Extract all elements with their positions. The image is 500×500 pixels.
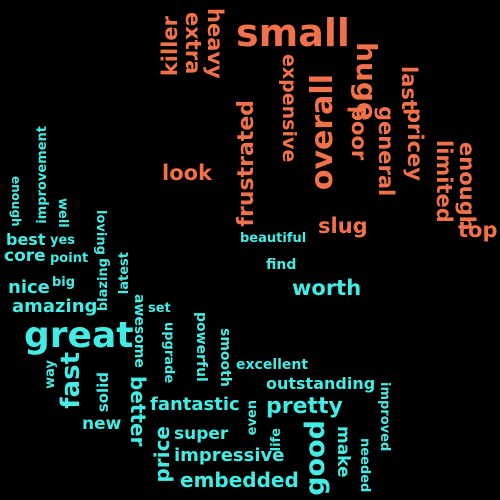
- word-improved: improved: [377, 382, 392, 452]
- word-poor: poor: [347, 106, 371, 161]
- word-extra: extra: [181, 12, 205, 75]
- word-last: last: [397, 66, 421, 110]
- word-blazing: blazing: [96, 258, 111, 312]
- word-even: even: [245, 400, 260, 436]
- word-awesome: awesome: [131, 294, 147, 368]
- word-pricey: pricey: [403, 108, 427, 181]
- word-core: core: [4, 246, 46, 266]
- word-powerful: powerful: [193, 312, 209, 382]
- word-solid: solid: [94, 372, 112, 413]
- word-life: life: [269, 428, 284, 452]
- word-slug: slug: [318, 214, 368, 238]
- word-new: new: [82, 414, 122, 434]
- word-beautiful: beautiful: [240, 231, 307, 246]
- word-frustrated: frustrated: [234, 100, 259, 227]
- word-way: way: [43, 360, 58, 389]
- word-set: set: [148, 301, 171, 316]
- word-yes: yes: [50, 233, 76, 248]
- word-good: good: [300, 420, 331, 496]
- word-heavy: heavy: [203, 8, 227, 79]
- word-worth: worth: [292, 276, 362, 300]
- word-look: look: [162, 161, 213, 185]
- word-overall: overall: [305, 74, 340, 191]
- word-embedded: embedded: [180, 468, 299, 492]
- word-latest: latest: [117, 252, 132, 295]
- word-top: top: [458, 218, 498, 242]
- word-find: find: [266, 257, 297, 273]
- word-killer: killer: [158, 16, 182, 77]
- word-needed: needed: [357, 438, 372, 493]
- word-better: better: [126, 376, 150, 447]
- word-improvement: improvement: [35, 126, 50, 224]
- word-outstanding: outstanding: [266, 374, 376, 393]
- word-amazing: amazing: [12, 296, 98, 317]
- word-limited: limited: [432, 140, 456, 223]
- word-point: point: [50, 251, 89, 266]
- word-price: price: [150, 426, 174, 483]
- word-big: big: [52, 275, 76, 290]
- word-expensive: expensive: [278, 54, 300, 163]
- word-loving: loving: [93, 210, 108, 255]
- word-great: great: [24, 315, 134, 356]
- word-impressive: impressive: [174, 445, 285, 466]
- word-fantastic: fantastic: [150, 394, 240, 415]
- word-fast: fast: [56, 352, 86, 409]
- word-pretty: pretty: [266, 394, 343, 419]
- word-best: best: [6, 230, 46, 249]
- word-well: well: [55, 198, 70, 228]
- word-upgrade: upgrade: [161, 322, 176, 384]
- word-small: small: [236, 11, 350, 55]
- word-make: make: [333, 426, 353, 478]
- word-general: general: [374, 106, 398, 197]
- word-enough: enough: [455, 142, 479, 231]
- word-smooth: smooth: [217, 328, 233, 387]
- word-super: super: [174, 424, 229, 444]
- word-enough-positive: enough: [9, 176, 23, 227]
- word-huge: huge: [350, 42, 383, 121]
- word-excellent: excellent: [236, 357, 309, 373]
- word-nice: nice: [8, 277, 50, 298]
